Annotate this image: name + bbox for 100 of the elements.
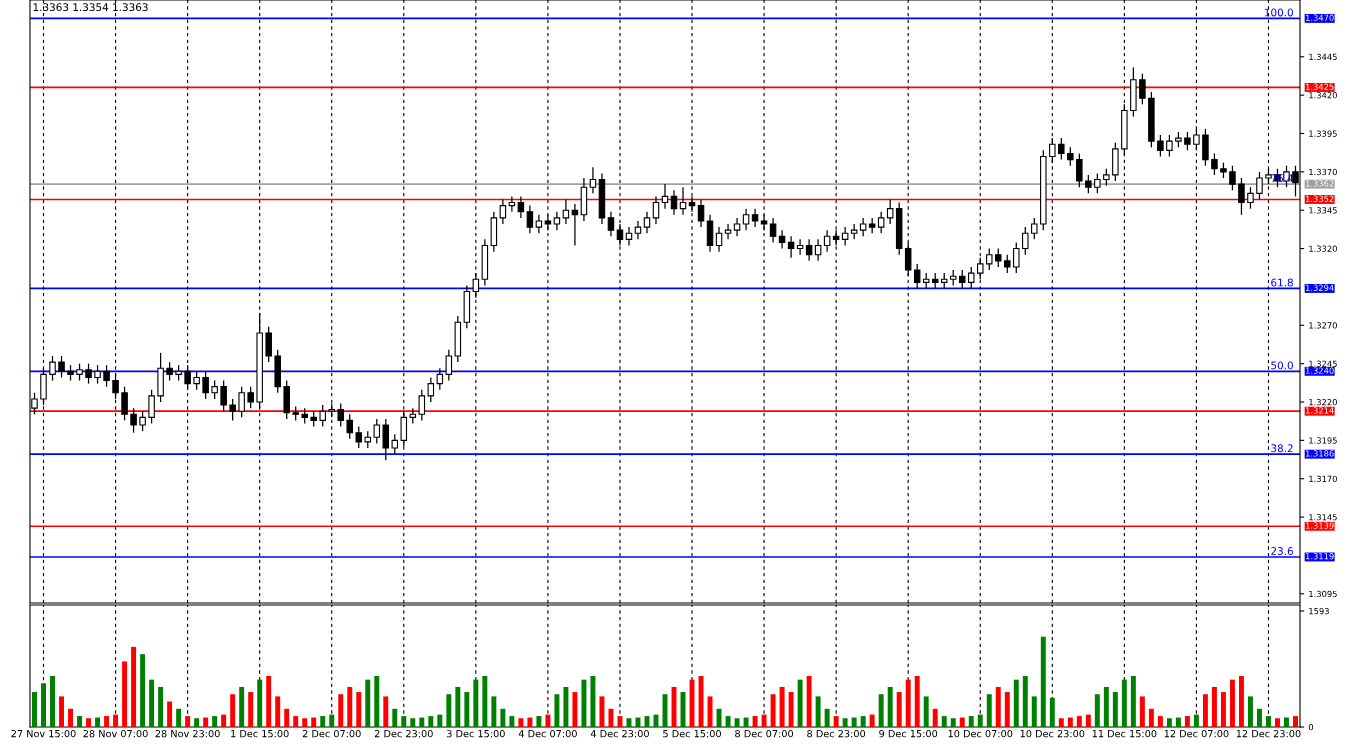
ref-line-label: 1.3362 xyxy=(1306,180,1334,187)
candlestick xyxy=(58,355,65,379)
x-tick-label: 4 Dec 23:00 xyxy=(590,729,649,738)
bar xyxy=(797,679,803,727)
bar xyxy=(437,714,443,727)
bar xyxy=(194,718,200,727)
candlestick xyxy=(382,418,390,461)
x-tick-label: 8 Dec 23:00 xyxy=(807,729,866,738)
bar xyxy=(1022,676,1028,727)
candlestick xyxy=(94,364,101,385)
ref-line-label: 1.3425 xyxy=(1306,83,1334,90)
candlestick xyxy=(220,379,227,412)
bar xyxy=(1031,696,1037,727)
x-tick-label: 4 Dec 07:00 xyxy=(518,729,577,738)
candlestick xyxy=(995,247,1002,268)
bar xyxy=(1184,716,1190,727)
bar xyxy=(599,696,605,727)
candlestick xyxy=(337,402,345,428)
candlestick xyxy=(148,389,155,425)
bar xyxy=(545,714,551,727)
bar xyxy=(1112,692,1118,727)
bar xyxy=(257,679,263,727)
bar xyxy=(995,686,1001,727)
bar xyxy=(1058,718,1064,727)
bar xyxy=(95,717,101,727)
bar xyxy=(428,716,434,727)
candlestick xyxy=(805,238,813,262)
bar xyxy=(293,716,299,727)
bar xyxy=(860,716,866,727)
candlestick xyxy=(1067,146,1074,167)
bar xyxy=(491,696,497,727)
x-tick-label: 27 Nov 15:00 xyxy=(11,729,76,738)
bar xyxy=(923,696,929,727)
candlestick xyxy=(1058,137,1065,161)
candlestick xyxy=(1184,131,1191,151)
bar xyxy=(1103,686,1109,727)
bar xyxy=(806,676,812,727)
candlestick xyxy=(517,195,525,219)
y-tick-label: 0 xyxy=(1308,723,1314,731)
x-tick-label: 9 Dec 15:00 xyxy=(879,729,938,738)
candlestick xyxy=(607,211,615,237)
bar xyxy=(1266,716,1271,727)
bar xyxy=(311,717,317,727)
candlestick xyxy=(1094,172,1101,194)
candlestick xyxy=(787,235,795,259)
candlestick xyxy=(661,183,669,210)
bar xyxy=(473,679,479,727)
bar xyxy=(329,714,335,727)
x-tick-label: 2 Dec 07:00 xyxy=(302,729,361,738)
bar xyxy=(59,696,64,727)
bar xyxy=(77,716,83,727)
candlestick xyxy=(841,226,849,247)
bar xyxy=(176,708,182,727)
x-tick-label: 8 Dec 07:00 xyxy=(735,729,794,738)
bar xyxy=(950,718,956,727)
bar xyxy=(356,692,362,727)
candlestick xyxy=(373,418,381,445)
bar xyxy=(1229,679,1235,727)
bar xyxy=(275,696,281,727)
bar xyxy=(896,692,902,727)
candlestick xyxy=(85,363,92,385)
candlestick xyxy=(139,410,146,432)
candlestick xyxy=(751,208,759,228)
bar xyxy=(554,694,560,727)
bar xyxy=(302,718,308,727)
y-tick-label: 1.3195 xyxy=(1309,437,1337,444)
bar xyxy=(536,716,542,727)
bar xyxy=(455,686,461,727)
bar xyxy=(932,708,938,727)
bar xyxy=(572,692,578,727)
candlestick xyxy=(913,263,921,290)
candlestick xyxy=(247,386,254,409)
bar xyxy=(230,694,236,727)
bar xyxy=(131,646,137,727)
x-tick-label: 12 Dec 07:00 xyxy=(1164,729,1229,738)
candlestick xyxy=(229,398,236,422)
candlestick xyxy=(445,349,453,382)
candlestick xyxy=(391,433,399,455)
bar xyxy=(752,716,758,727)
bar xyxy=(761,714,767,727)
bar xyxy=(608,708,614,727)
y-tick-label: 1.3095 xyxy=(1309,590,1337,598)
candlestick xyxy=(562,198,570,225)
bar xyxy=(419,717,425,727)
bar xyxy=(986,694,992,727)
bar xyxy=(518,718,524,727)
candlestick xyxy=(859,217,867,237)
ref-line-label: 1.3139 xyxy=(1306,522,1334,529)
candlestick xyxy=(1166,134,1173,158)
candlestick xyxy=(670,189,678,216)
bar xyxy=(149,679,155,727)
bar xyxy=(824,708,830,727)
bar xyxy=(1076,716,1082,727)
bar xyxy=(185,716,191,727)
bar xyxy=(1284,717,1289,727)
candlestick xyxy=(1004,254,1011,274)
y-tick-label: 1.3345 xyxy=(1309,207,1337,214)
bar xyxy=(1238,676,1244,727)
y-tick-label: 1.3420 xyxy=(1309,92,1337,99)
bar xyxy=(1067,717,1073,727)
